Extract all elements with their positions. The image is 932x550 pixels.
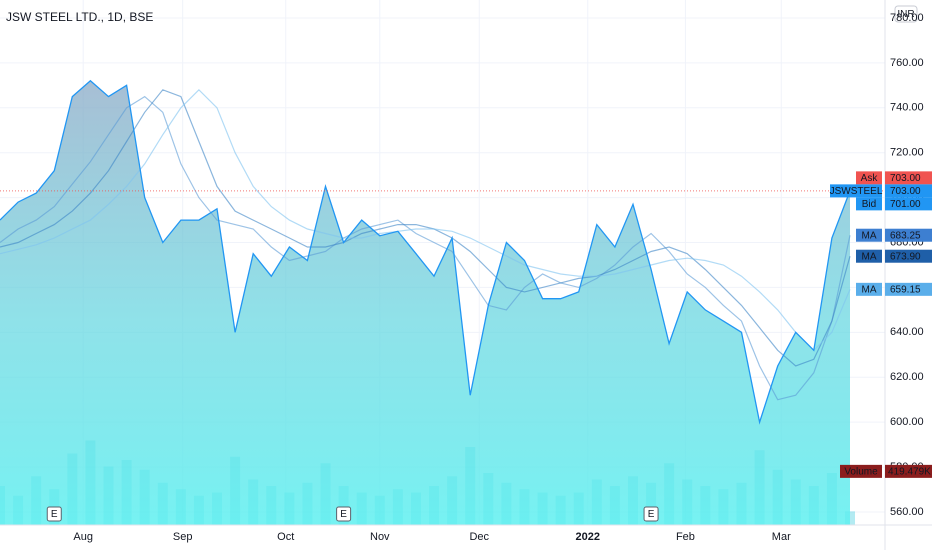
currency-label: INR: [897, 9, 914, 20]
price-name-box: [830, 184, 882, 198]
x-tick-label: Feb: [676, 531, 695, 543]
price-value-box: [885, 184, 932, 198]
moving-average-value: 673.90: [890, 251, 921, 262]
bid-value: 701.00: [890, 199, 921, 210]
moving-average-name-box: [856, 282, 882, 296]
volume-name: Volume: [844, 467, 878, 478]
y-tick-label: 740.00: [890, 102, 924, 114]
price-line: [0, 79, 851, 425]
moving-average-value-box: [885, 249, 932, 263]
earnings-marker: [336, 506, 352, 522]
x-tick-label: 2022: [576, 531, 600, 543]
moving-average-line: [0, 88, 851, 352]
bid-name-box: [856, 197, 882, 211]
ask-name: Ask: [861, 173, 879, 184]
moving-average-name-box: [856, 228, 882, 242]
bid-value-box: [885, 197, 932, 211]
ask-value-box: [885, 171, 932, 185]
x-tick-label: Dec: [469, 531, 489, 543]
moving-average-name-box: [856, 249, 882, 263]
moving-average-value: 683.25: [890, 230, 921, 241]
earnings-label: E: [648, 509, 655, 520]
earnings-label: E: [340, 509, 347, 520]
moving-average-name: MA: [862, 230, 877, 241]
y-tick-label: 620.00: [890, 371, 924, 383]
earnings-marker: [46, 506, 62, 522]
price-area: [0, 80, 850, 526]
moving-average-line: [0, 89, 851, 367]
earnings-label: E: [51, 509, 58, 520]
x-tick-label: Oct: [277, 531, 294, 543]
moving-average-name: MA: [862, 284, 877, 295]
price-name: JSWSTEEL: [830, 186, 883, 197]
volume-name-box: [840, 464, 882, 478]
x-tick-label: Aug: [73, 531, 93, 543]
x-tick-label: Nov: [370, 531, 390, 543]
moving-average-name: MA: [862, 251, 877, 262]
y-tick-label: 600.00: [890, 416, 924, 428]
earnings-marker: [643, 506, 659, 522]
volume-value: 419.479K: [888, 467, 931, 478]
moving-average-line: [0, 95, 851, 401]
moving-average-value: 659.15: [890, 284, 921, 295]
y-tick-label: 720.00: [890, 147, 924, 159]
x-tick-label: Mar: [772, 531, 791, 543]
price-value: 703.00: [890, 186, 921, 197]
ask-name-box: [856, 171, 882, 185]
y-tick-label: 640.00: [890, 326, 924, 338]
bid-name: Bid: [862, 199, 876, 210]
y-tick-label: 760.00: [890, 57, 924, 69]
x-tick-label: Sep: [173, 531, 193, 543]
ask-value: 703.00: [890, 173, 921, 184]
currency-badge[interactable]: [894, 5, 918, 23]
moving-average-value-box: [885, 228, 932, 242]
chart-title: JSW STEEL LTD., 1D, BSE: [6, 10, 153, 24]
volume-value-box: [885, 464, 932, 478]
y-tick-label: 560.00: [890, 506, 924, 518]
y-tick-label: 780.00: [890, 12, 924, 24]
moving-average-value-box: [885, 282, 932, 296]
